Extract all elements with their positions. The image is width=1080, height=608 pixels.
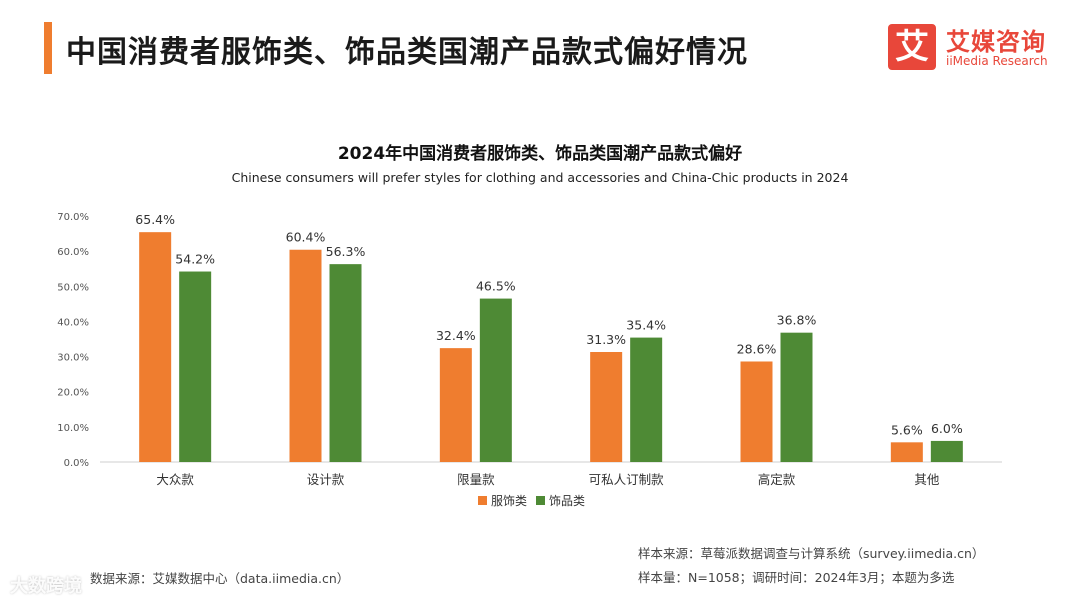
data-source-note: 数据来源：艾媒数据中心（data.iimedia.cn）: [90, 571, 350, 586]
bar-series2: [630, 337, 663, 462]
x-tick-label: 设计款: [307, 472, 345, 487]
data-label: 56.3%: [326, 244, 366, 259]
title-accent-bar: [44, 22, 52, 74]
y-tick-label: 50.0%: [57, 282, 89, 293]
bar-series2: [179, 271, 212, 462]
legend-swatch: [536, 496, 545, 505]
y-tick-label: 40.0%: [57, 317, 89, 328]
bar-series1: [439, 348, 472, 462]
data-label: 31.3%: [586, 332, 626, 347]
legend-label: 服饰类: [491, 494, 527, 508]
data-label: 54.2%: [175, 252, 215, 267]
bar-series1: [740, 361, 773, 462]
data-label: 46.5%: [476, 279, 516, 294]
x-tick-label: 限量款: [457, 472, 495, 487]
bar-series2: [930, 440, 963, 462]
logo-mark: 艾: [888, 24, 936, 70]
logo-name-en: iiMedia Research: [946, 54, 1048, 68]
brand-logo: 艾 艾媒咨询 iiMedia Research: [888, 24, 1068, 72]
data-label: 28.6%: [737, 341, 777, 356]
y-tick-label: 30.0%: [57, 353, 89, 364]
data-label: 65.4%: [135, 212, 175, 227]
bar-series2: [780, 332, 813, 462]
bar-series1: [890, 442, 923, 462]
legend-label: 饰品类: [549, 494, 585, 508]
y-tick-label: 0.0%: [64, 458, 89, 469]
data-label: 32.4%: [436, 328, 476, 343]
y-tick-label: 60.0%: [57, 247, 89, 258]
bar-series1: [590, 352, 623, 462]
data-label: 5.6%: [891, 422, 923, 437]
chart-subtitle: Chinese consumers will prefer styles for…: [231, 170, 849, 185]
data-label: 36.8%: [777, 313, 817, 328]
logo-name-cn: 艾媒咨询: [946, 28, 1046, 56]
bar-series2: [479, 298, 512, 462]
legend-swatch: [478, 496, 487, 505]
bar-series2: [329, 264, 362, 462]
x-tick-label: 可私人订制款: [589, 472, 665, 487]
bar-series1: [139, 232, 172, 462]
x-tick-label: 其他: [914, 472, 940, 487]
page-title: 中国消费者服饰类、饰品类国潮产品款式偏好情况: [66, 35, 748, 70]
y-tick-label: 70.0%: [57, 212, 89, 223]
data-label: 35.4%: [626, 318, 666, 333]
y-tick-label: 10.0%: [57, 423, 89, 434]
chart-title: 2024年中国消费者服饰类、饰品类国潮产品款式偏好: [337, 144, 743, 164]
x-tick-label: 高定款: [758, 472, 796, 487]
bar-series1: [289, 249, 322, 462]
x-tick-label: 大众款: [156, 472, 194, 487]
sample-info-note: 样本量：N=1058；调研时间：2024年3月；本题为多选: [638, 570, 955, 585]
watermark: 大数跨境: [10, 576, 82, 597]
data-label: 60.4%: [286, 230, 326, 245]
sample-source-note: 样本来源：草莓派数据调查与计算系统（survey.iimedia.cn）: [638, 546, 985, 561]
y-tick-label: 20.0%: [57, 388, 89, 399]
data-label: 6.0%: [931, 421, 963, 436]
